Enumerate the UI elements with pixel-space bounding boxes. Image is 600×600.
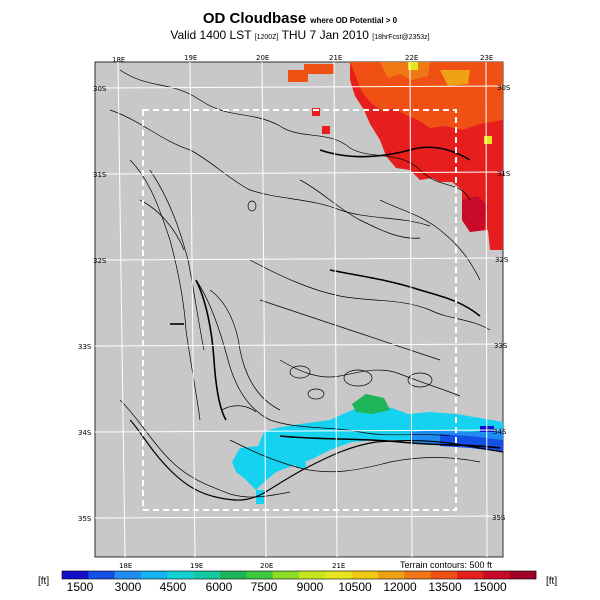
lat-label: 31S [93, 171, 107, 179]
colorbar-swatch [246, 571, 273, 579]
colorbar-swatch [325, 571, 352, 579]
colorbar-swatch [483, 571, 510, 579]
colorbar-unit-right: [ft] [546, 576, 557, 587]
chart-subtitle: Valid 1400 LST [1200Z] THU 7 Jan 2010 [1… [0, 28, 600, 42]
colorbar-swatch [404, 571, 431, 579]
lat-label: 32S [495, 256, 509, 264]
valid-code: [1200Z] [254, 34, 279, 41]
chart-title: OD Cloudbase where OD Potential > 0 [0, 10, 600, 28]
title-text: OD Cloudbase [202, 10, 307, 27]
lon-label: 22E [405, 54, 418, 62]
lat-label: 30S [93, 85, 107, 93]
colorbar-swatch [88, 571, 115, 579]
colorbar [61, 570, 537, 580]
lat-label: 33S [494, 342, 508, 350]
colorbar-swatch [167, 571, 194, 579]
colorbar-swatch [220, 571, 247, 579]
coastline [129, 419, 504, 501]
colorbar-tick-label: 6000 [206, 580, 233, 594]
colorbar-swatch [272, 571, 300, 579]
colorbar-tick-label: 9000 [297, 580, 324, 594]
lon-label: 18E [112, 56, 125, 64]
colorbar-swatch [141, 571, 168, 579]
lon-label: 20E [256, 54, 269, 62]
lon-label: 21E [329, 54, 342, 62]
lat-labels-left: 30S 31S 32S 33S 34S 35S [78, 85, 107, 523]
colorbar-swatch [193, 571, 221, 579]
colorbar-swatch [62, 571, 89, 579]
colorbar-tick-labels: 1500 3000 4500 6000 7500 9000 10500 1200… [67, 580, 507, 594]
lon-labels-bottom: 18E 19E 20E 21E [119, 562, 345, 570]
lat-label: 31S [497, 170, 511, 178]
colorbar-tick-label: 13500 [428, 580, 462, 594]
colorbar-tick-label: 7500 [251, 580, 278, 594]
colorbar-swatch [457, 571, 484, 579]
colorbar-tick-label: 1500 [67, 580, 94, 594]
lon-label: 23E [480, 54, 493, 62]
lat-label: 32S [93, 257, 107, 265]
colorbar-swatch [430, 571, 458, 579]
lon-labels-top: 18E 19E 20E 21E 22E 23E [112, 54, 493, 64]
colorbar-tick-label: 4500 [160, 580, 187, 594]
run-tag: [18hrFcst@2353z] [372, 34, 430, 41]
colorbar-unit-left: [ft] [38, 576, 49, 587]
lat-label: 35S [78, 515, 92, 523]
colorbar-tick-label: 15000 [473, 580, 507, 594]
lat-label: 34S [78, 429, 92, 437]
colorbar-tick-label: 12000 [383, 580, 417, 594]
lat-label: 35S [492, 514, 506, 522]
colorbar-tick-label: 3000 [115, 580, 142, 594]
colorbar-swatch [351, 571, 379, 579]
graticule [94, 61, 504, 558]
colorbar-swatch [378, 571, 405, 579]
lat-labels-right: 30S 31S 32S 33S 34S 35S [492, 84, 511, 522]
lon-label: 19E [190, 562, 203, 570]
valid-prefix: Valid 1400 LST [170, 28, 252, 42]
lon-label: 20E [260, 562, 273, 570]
terrain-note: Terrain contours: 500 ft [400, 560, 493, 570]
lon-label: 21E [332, 562, 345, 570]
lat-label: 33S [78, 343, 92, 351]
lat-label: 34S [493, 428, 507, 436]
colorbar-border [61, 570, 537, 580]
valid-date: THU 7 Jan 2010 [281, 28, 369, 42]
colorbar-tick-label: 10500 [338, 580, 372, 594]
title-note: where OD Potential > 0 [310, 16, 398, 25]
colorbar-swatch [114, 571, 142, 579]
inner-domain-box [142, 109, 457, 511]
lat-label: 30S [497, 84, 511, 92]
lon-label: 18E [119, 562, 132, 570]
lon-label: 19E [184, 54, 197, 62]
colorbar-swatch [509, 571, 537, 579]
colorbar-swatch [299, 571, 326, 579]
